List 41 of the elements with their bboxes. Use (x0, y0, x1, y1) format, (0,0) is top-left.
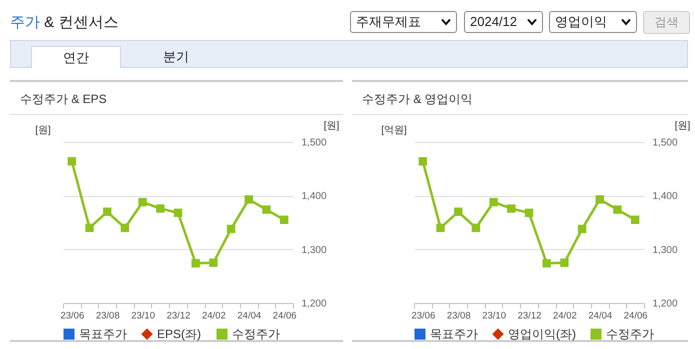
x-tick-label: 24/02 (552, 310, 577, 322)
chart-title: 수정주가 & EPS (20, 91, 107, 108)
x-tick-label: 24/04 (237, 310, 262, 322)
legend-label: 수정주가 (232, 327, 280, 342)
x-tick-label: 23/10 (482, 310, 506, 322)
x-tick-label: 23/06 (60, 310, 84, 322)
chart-title: 수정주가 & 영업이익 (362, 91, 473, 108)
y2-tick-label: 1,400 (652, 191, 678, 202)
x-tick-label: 24/06 (272, 310, 297, 322)
x-tick-label: 24/06 (624, 310, 648, 322)
y2-tick-label: 1,500 (652, 138, 678, 148)
legend-label: 목표주가 (79, 327, 127, 342)
x-tick-label: 23/08 (96, 310, 120, 322)
text: 2024/12 (464, 11, 543, 33)
y2-tick-label: 1,400 (302, 191, 327, 202)
y2-axis-title: [원] (674, 120, 690, 132)
x-tick-label: 23/06 (411, 310, 436, 322)
x-tick-label: 23/08 (446, 310, 471, 322)
text: 검색 (643, 11, 690, 34)
legend-label: 영업이익(좌) (508, 327, 576, 342)
y2-tick-label: 1,300 (302, 244, 327, 256)
x-tick-label: 24/02 (202, 310, 226, 322)
x-tick-label: 23/12 (518, 310, 542, 322)
legend-label: 수정주가 (606, 327, 654, 342)
y-axis-title: [억원] (381, 125, 407, 136)
y2-tick-label: 1,500 (302, 138, 327, 148)
x-tick-label: 23/10 (131, 310, 156, 322)
text: 분기 (162, 48, 190, 66)
text: 주가 & 컨센서스 (10, 13, 118, 32)
y2-tick-label: 1,300 (652, 244, 678, 256)
y2-tick-label: 1,200 (652, 298, 678, 310)
y-axis-title: [원] (35, 125, 51, 136)
x-tick-label: 24/04 (588, 310, 612, 322)
y2-axis-title: [원] (324, 120, 340, 132)
text: 영업이익 (549, 11, 637, 33)
text: 주재무제표 (350, 11, 457, 33)
y2-tick-label: 1,200 (302, 298, 327, 310)
x-tick-label: 23/12 (166, 310, 190, 322)
legend-label: EPS(좌) (157, 327, 202, 342)
legend-label: 목표주가 (430, 327, 478, 342)
text: 연간 (31, 46, 121, 68)
